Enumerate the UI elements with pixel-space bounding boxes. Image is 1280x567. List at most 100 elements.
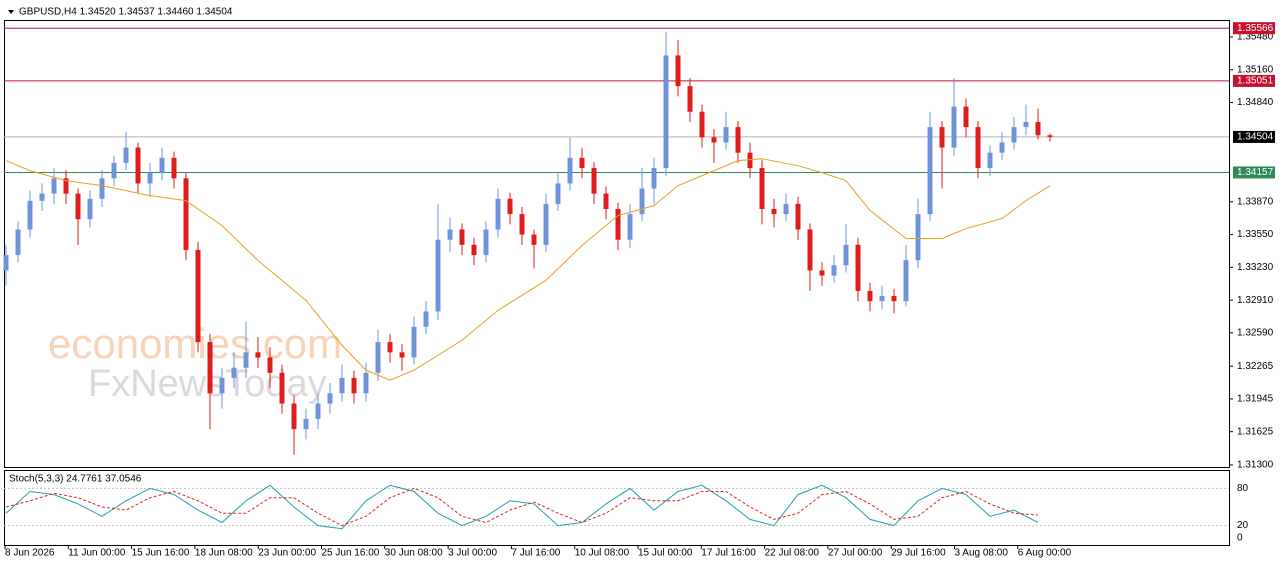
candle-body — [351, 377, 357, 394]
candle-body — [27, 200, 33, 230]
watermark: FxNewsToday — [88, 363, 327, 405]
candle-body — [315, 403, 321, 419]
level-label: 1.34157 — [1237, 167, 1274, 178]
candle-body — [843, 244, 849, 266]
candle-body — [207, 342, 213, 394]
candle-body — [99, 178, 105, 199]
candle-body — [639, 188, 645, 215]
candle-body — [747, 152, 753, 169]
candle-body — [255, 352, 261, 358]
y-tick-label: 20 — [1237, 520, 1249, 531]
y-tick-label: 1.33550 — [1237, 229, 1274, 240]
candle-body — [147, 173, 153, 184]
candle-body — [603, 193, 609, 209]
candle-body — [975, 127, 981, 169]
candle-body — [447, 229, 453, 240]
candle-body — [399, 352, 405, 358]
x-tick-label: 29 Jul 16:00 — [891, 548, 946, 559]
candle-body — [735, 127, 741, 153]
candle-body — [195, 249, 201, 343]
candle-body — [987, 152, 993, 169]
candle-body — [519, 214, 525, 235]
candle-body — [1023, 121, 1029, 128]
watermark: economies.com — [48, 320, 342, 367]
candle-body — [135, 147, 141, 184]
x-tick-label: 30 Jun 08:00 — [385, 548, 443, 559]
candle-body — [507, 198, 513, 215]
candle-body — [159, 157, 165, 174]
x-tick-label: 25 Jun 16:00 — [322, 548, 380, 559]
x-tick-label: 15 Jul 00:00 — [638, 548, 693, 559]
candle-body — [1047, 135, 1053, 137]
x-tick-label: 6 Aug 00:00 — [1018, 548, 1072, 559]
candle-body — [543, 203, 549, 245]
candle-body — [915, 214, 921, 261]
level-label: 1.35051 — [1237, 76, 1274, 87]
candle-body — [1035, 121, 1041, 136]
candle-body — [219, 377, 225, 394]
candle-body — [927, 127, 933, 215]
x-tick-label: 22 Jul 08:00 — [765, 548, 820, 559]
y-tick-label: 80 — [1237, 483, 1249, 494]
candle-body — [291, 403, 297, 430]
y-tick-label: 1.33230 — [1237, 262, 1274, 273]
indicator-title: Stoch(5,3,3) 24.7761 37.0546 — [9, 474, 142, 485]
y-tick-label: 1.32590 — [1237, 328, 1274, 339]
y-tick-label: 1.31625 — [1237, 426, 1274, 437]
candle-body — [939, 127, 945, 148]
candle-body — [183, 178, 189, 250]
x-tick-label: 7 Jul 16:00 — [511, 548, 560, 559]
candle-body — [531, 234, 537, 245]
candle-body — [111, 162, 117, 179]
candle-body — [891, 296, 897, 302]
candle-body — [39, 193, 45, 201]
level-tag — [1233, 22, 1275, 35]
candle-body — [579, 157, 585, 169]
x-tick-label: 3 Jul 00:00 — [448, 548, 497, 559]
candle-body — [759, 168, 765, 209]
candle-body — [819, 270, 825, 276]
x-tick-label: 18 Jun 08:00 — [195, 548, 253, 559]
candle-body — [483, 229, 489, 256]
candle-body — [1011, 127, 1017, 143]
y-tick-label: 1.35160 — [1237, 64, 1274, 75]
candle-body — [711, 137, 717, 143]
x-tick-label: 8 Jun 2026 — [5, 548, 55, 559]
level-tag — [1233, 130, 1275, 143]
indicator-frame — [4, 470, 1230, 546]
candle-body — [651, 168, 657, 189]
candle-body — [171, 157, 177, 179]
moving-average — [5, 158, 1051, 381]
menu-arrow[interactable] — [8, 10, 14, 14]
candle-body — [387, 342, 393, 353]
candle-body — [831, 265, 837, 276]
y-tick-label: 1.32265 — [1237, 361, 1274, 372]
y-tick-label: 1.31300 — [1237, 460, 1274, 471]
y-tick-label: 1.31945 — [1237, 394, 1274, 405]
candle-body — [903, 260, 909, 302]
y-tick-label: 1.34840 — [1237, 97, 1274, 108]
candle-body — [963, 106, 969, 128]
candle-body — [363, 372, 369, 394]
main-frame — [4, 20, 1230, 468]
candle-body — [687, 86, 693, 112]
candle-body — [723, 127, 729, 143]
candle-body — [567, 157, 573, 184]
candle-body — [15, 229, 21, 256]
candle-body — [771, 208, 777, 215]
stoch-main — [5, 484, 1039, 530]
y-tick-label: 1.32910 — [1237, 295, 1274, 306]
candle-body — [555, 183, 561, 204]
chart-header: GBPUSD,H4 1.34520 1.34537 1.34460 1.3450… — [19, 7, 233, 18]
y-tick-label: 1.35480 — [1237, 32, 1274, 43]
candle-body — [267, 357, 273, 373]
candle-body — [675, 55, 681, 87]
y-tick-label: 1.33870 — [1237, 196, 1274, 207]
x-tick-label: 15 Jun 16:00 — [132, 548, 190, 559]
candle-body — [951, 106, 957, 148]
candle-body — [303, 418, 309, 430]
y-tick-label: 0 — [1237, 533, 1243, 544]
candle-body — [327, 393, 333, 404]
